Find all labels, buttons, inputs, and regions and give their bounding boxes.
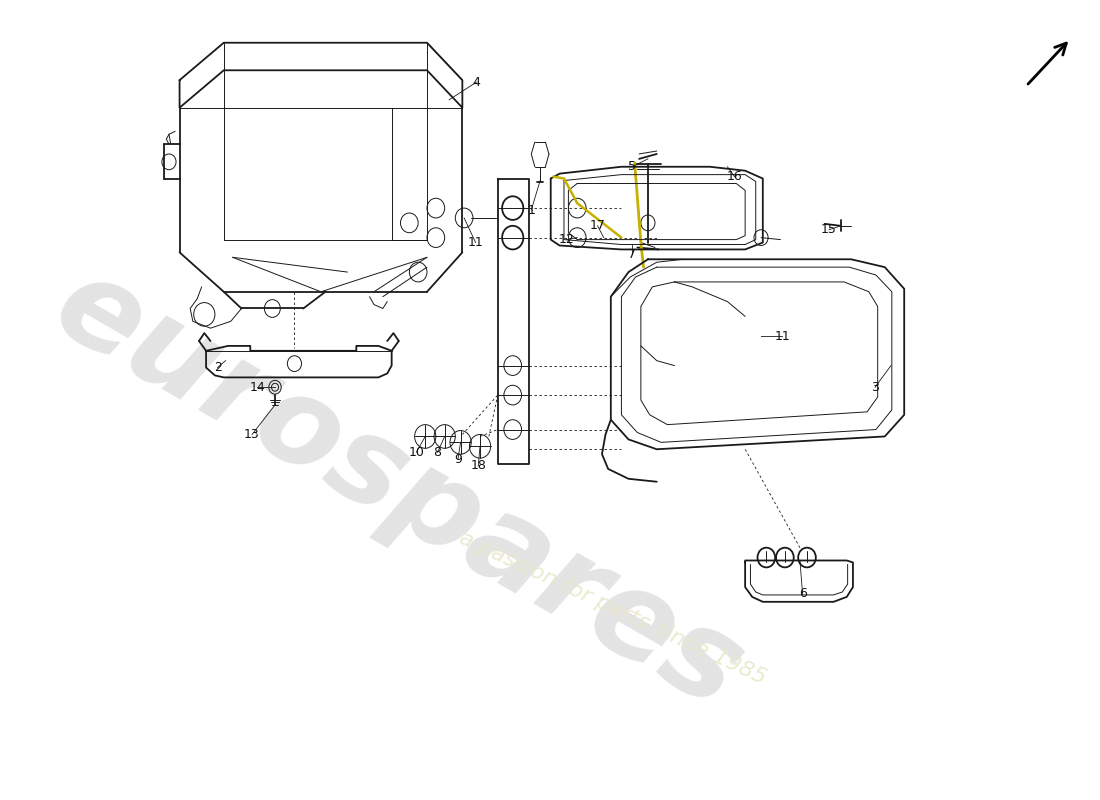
Text: 16: 16 — [727, 170, 742, 183]
Text: 11: 11 — [774, 330, 790, 342]
Text: 3: 3 — [871, 381, 879, 394]
Text: 4: 4 — [473, 76, 481, 89]
Text: 6: 6 — [799, 587, 806, 601]
Text: 1: 1 — [527, 203, 536, 217]
Text: 8: 8 — [433, 446, 441, 458]
Text: 15: 15 — [821, 223, 837, 236]
Text: 14: 14 — [250, 381, 265, 394]
Text: 7: 7 — [628, 248, 636, 261]
Text: a passion for parts since 1985: a passion for parts since 1985 — [455, 527, 769, 688]
Text: 13: 13 — [244, 428, 260, 441]
Text: 10: 10 — [408, 446, 425, 458]
Text: eurospares: eurospares — [35, 246, 762, 734]
Text: 18: 18 — [471, 459, 486, 473]
Text: 5: 5 — [628, 160, 636, 174]
Text: 2: 2 — [213, 361, 221, 374]
Text: 17: 17 — [590, 219, 605, 232]
Text: 9: 9 — [454, 453, 462, 466]
Text: 12: 12 — [559, 233, 574, 246]
Text: 11: 11 — [468, 236, 484, 249]
